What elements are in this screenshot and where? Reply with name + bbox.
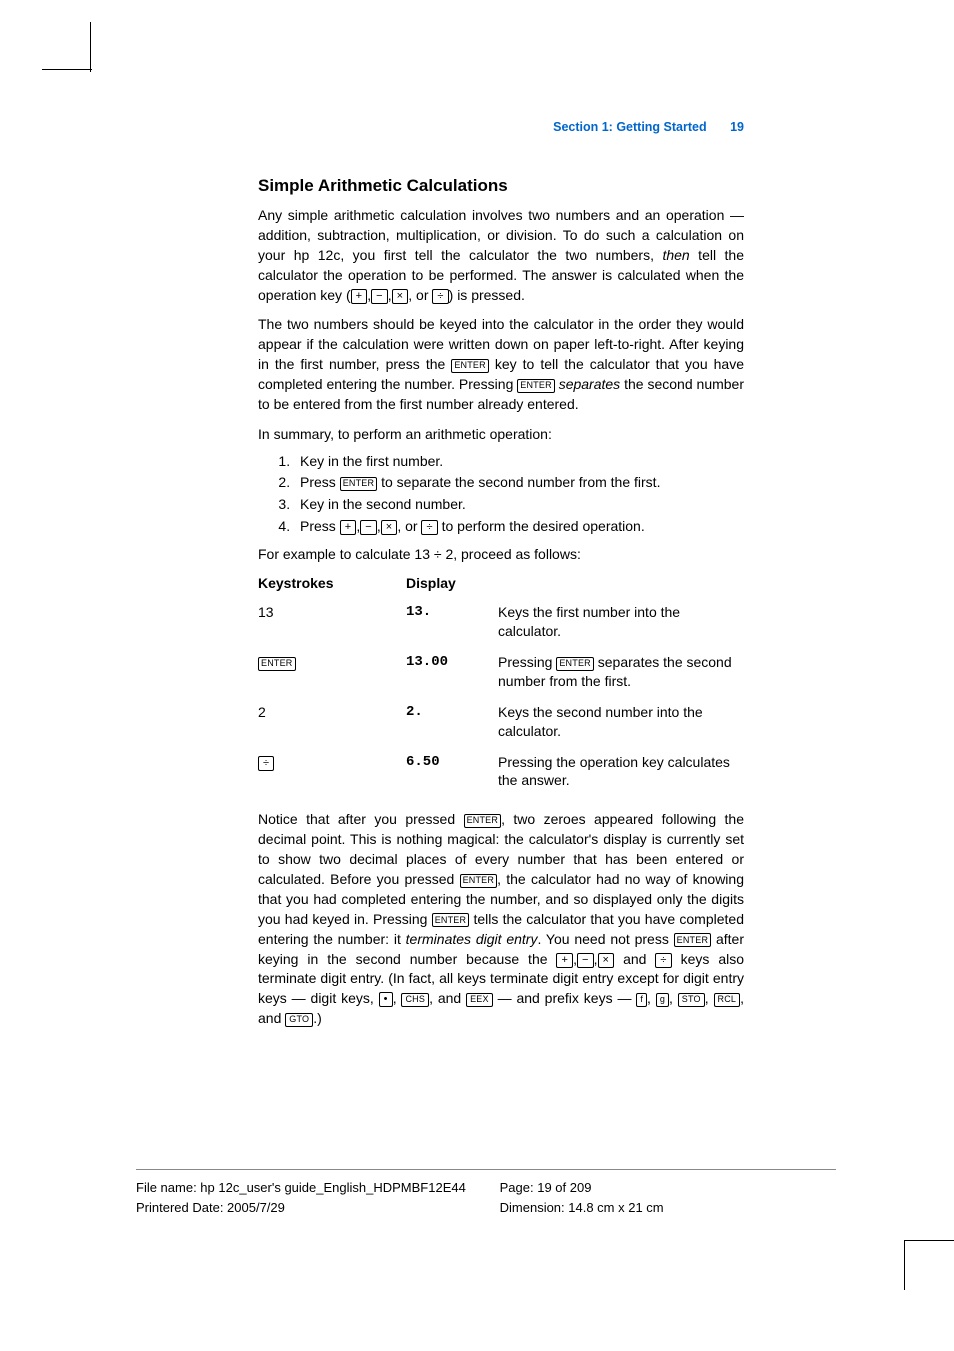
- enter-key-icon: ENTER: [451, 359, 489, 373]
- step-4: Press +,−,×, or ÷ to perform the desired…: [294, 516, 744, 538]
- crop-mark: [90, 22, 91, 72]
- table-row: 2 2. Keys the second number into the cal…: [258, 697, 744, 747]
- footer-dimension: Dimension: 14.8 cm x 21 cm: [500, 1198, 800, 1218]
- sto-key-icon: STO: [678, 993, 705, 1007]
- text: .): [313, 1010, 322, 1026]
- keystroke-cell: 13: [258, 597, 406, 647]
- enter-key-icon: ENTER: [340, 477, 378, 491]
- minus-key-icon: −: [360, 520, 377, 535]
- paragraph-2: The two numbers should be keyed into the…: [258, 315, 744, 414]
- enter-key-icon: ENTER: [464, 814, 502, 828]
- crop-mark: [904, 1240, 954, 1241]
- g-key-icon: g: [656, 993, 669, 1007]
- keystroke-cell: ENTER: [258, 647, 406, 697]
- text: ) is pressed.: [449, 287, 525, 303]
- table-header-row: Keystrokes Display: [258, 571, 744, 597]
- table-row: ÷ 6.50 Pressing the operation key calcul…: [258, 747, 744, 797]
- display-cell: 13.00: [406, 647, 498, 697]
- paragraph-3: Notice that after you pressed ENTER, two…: [258, 810, 744, 1029]
- paragraph-1: Any simple arithmetic calculation involv…: [258, 206, 744, 305]
- emphasis: separates: [559, 376, 620, 392]
- crop-mark: [42, 69, 92, 70]
- page-number: 19: [730, 120, 744, 134]
- step-3: Key in the second number.: [294, 494, 744, 516]
- divide-key-icon: ÷: [432, 289, 448, 304]
- emphasis: then: [662, 247, 689, 263]
- enter-key-icon: ENTER: [258, 657, 296, 671]
- display-cell: 6.50: [406, 747, 498, 797]
- table-row: 13 13. Keys the first number into the ca…: [258, 597, 744, 647]
- or-text: , or: [408, 287, 432, 303]
- crop-mark: [904, 1240, 905, 1290]
- or-text: , or: [397, 518, 421, 534]
- explain-cell: Keys the second number into the calculat…: [498, 697, 744, 747]
- text: and: [614, 951, 655, 967]
- explain-cell: Keys the first number into the calculato…: [498, 597, 744, 647]
- text: to perform the desired operation.: [438, 518, 645, 534]
- eex-key-icon: EEX: [466, 993, 493, 1007]
- summary-line: In summary, to perform an arithmetic ope…: [258, 425, 744, 445]
- times-key-icon: ×: [381, 520, 398, 535]
- enter-key-icon: ENTER: [517, 379, 555, 393]
- times-key-icon: ×: [392, 289, 409, 304]
- text: — and prefix keys —: [493, 990, 637, 1006]
- example-line: For example to calculate 13 ÷ 2, proceed…: [258, 545, 744, 565]
- enter-key-icon: ENTER: [460, 874, 498, 888]
- table-row: ENTER 13.00 Pressing ENTER separates the…: [258, 647, 744, 697]
- text: Notice that after you pressed: [258, 811, 464, 827]
- step-1: Key in the first number.: [294, 451, 744, 473]
- steps-list: Key in the first number. Press ENTER to …: [294, 451, 744, 538]
- section-title: Simple Arithmetic Calculations: [258, 176, 744, 196]
- explain-cell: Pressing the operation key calculates th…: [498, 747, 744, 797]
- text: Press: [300, 474, 340, 490]
- enter-key-icon: ENTER: [556, 657, 594, 671]
- page-content: Section 1: Getting Started 19 Simple Ari…: [258, 120, 744, 1039]
- divide-key-icon: ÷: [258, 756, 274, 771]
- dot-key-icon: •: [379, 992, 393, 1007]
- explain-cell: Pressing ENTER separates the second numb…: [498, 647, 744, 697]
- divide-key-icon: ÷: [421, 520, 437, 535]
- keystroke-cell: ÷: [258, 747, 406, 797]
- text: to separate the second number from the f…: [377, 474, 660, 490]
- chs-key-icon: CHS: [401, 993, 429, 1007]
- col-keystrokes: Keystrokes: [258, 571, 406, 597]
- section-label: Section 1: Getting Started: [553, 120, 707, 134]
- footer-right: Page: 19 of 209 Dimension: 14.8 cm x 21 …: [500, 1178, 800, 1217]
- enter-key-icon: ENTER: [674, 933, 712, 947]
- footer-page: Page: 19 of 209: [500, 1178, 800, 1198]
- display-cell: 2.: [406, 697, 498, 747]
- plus-key-icon: +: [351, 289, 368, 304]
- plus-key-icon: +: [556, 953, 573, 968]
- step-2: Press ENTER to separate the second numbe…: [294, 472, 744, 494]
- emphasis: terminates digit entry: [406, 931, 538, 947]
- minus-key-icon: −: [371, 289, 388, 304]
- comma: ,: [594, 951, 598, 967]
- gto-key-icon: GTO: [285, 1013, 313, 1027]
- footer-filename: File name: hp 12c_user's guide_English_H…: [136, 1178, 496, 1198]
- rcl-key-icon: RCL: [714, 993, 741, 1007]
- running-header: Section 1: Getting Started 19: [258, 120, 744, 134]
- display-cell: 13.: [406, 597, 498, 647]
- footer-date: Printered Date: 2005/7/29: [136, 1198, 496, 1218]
- minus-key-icon: −: [577, 953, 594, 968]
- footer-left: File name: hp 12c_user's guide_English_H…: [136, 1178, 496, 1217]
- keystroke-display-table: Keystrokes Display 13 13. Keys the first…: [258, 571, 744, 796]
- keystroke-cell: 2: [258, 697, 406, 747]
- text: . You need not press: [537, 931, 673, 947]
- col-display: Display: [406, 571, 498, 597]
- f-key-icon: f: [636, 993, 647, 1007]
- plus-key-icon: +: [340, 520, 357, 535]
- divide-key-icon: ÷: [655, 953, 671, 968]
- text: Press: [300, 518, 340, 534]
- page-footer: File name: hp 12c_user's guide_English_H…: [136, 1169, 836, 1217]
- times-key-icon: ×: [598, 953, 615, 968]
- text: Pressing: [498, 654, 556, 670]
- text: , and: [429, 990, 466, 1006]
- enter-key-icon: ENTER: [432, 913, 470, 927]
